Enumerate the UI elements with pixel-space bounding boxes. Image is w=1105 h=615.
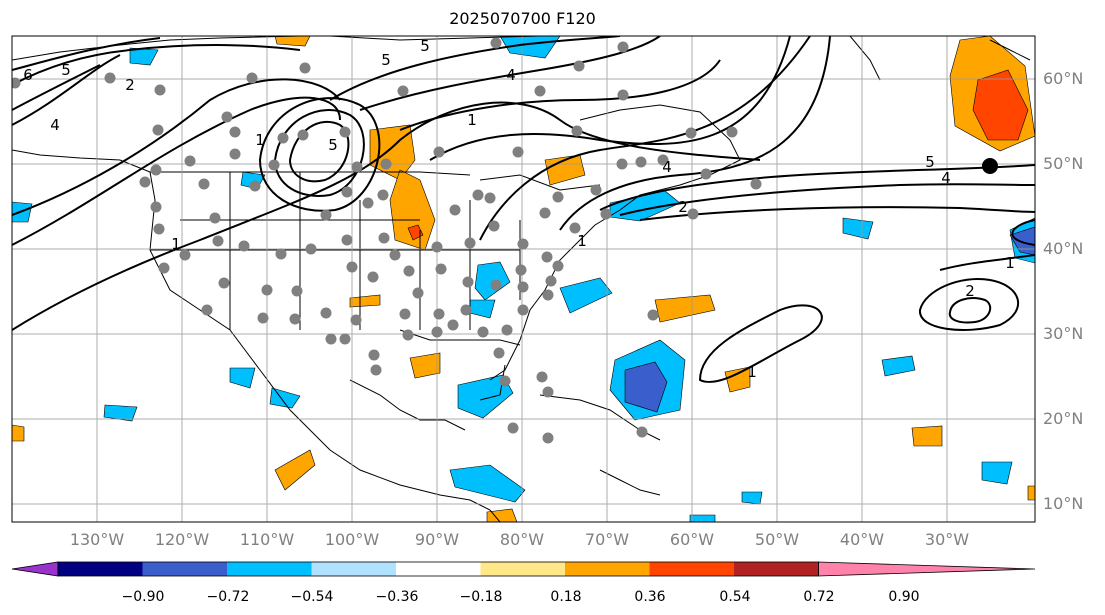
map-title: 2025070700 F120: [449, 9, 596, 28]
lat-label: 20°N: [1043, 409, 1083, 428]
colorbar-tick: −0.72: [207, 589, 250, 605]
contour-lines: [12, 36, 1035, 383]
colorbar-tick: 0.54: [719, 589, 750, 605]
contour-label: 5: [381, 51, 391, 69]
lon-label: 100°W: [325, 530, 380, 549]
contour-label: 1: [747, 363, 757, 381]
map-background: [12, 36, 1035, 522]
colorbar-extend-high: [818, 561, 1036, 577]
lon-label: 110°W: [240, 530, 295, 549]
contour-label: 1: [467, 111, 477, 129]
colorbar-tick: −0.18: [460, 589, 503, 605]
lat-label: 50°N: [1043, 154, 1083, 173]
contour-labels: 6 5 5 4 4 4 5 5 5 4 2 1 1 1 1 1 2 2 1: [23, 37, 1015, 381]
lat-label: 40°N: [1043, 239, 1083, 258]
station-markers: [12, 37, 762, 444]
lon-label: 60°W: [670, 530, 714, 549]
lon-label: 50°W: [755, 530, 799, 549]
contour-label: 5: [925, 153, 935, 171]
lon-label: 40°W: [840, 530, 884, 549]
colorbar-tick: 0.90: [888, 589, 919, 605]
lat-label: 10°N: [1043, 494, 1083, 513]
lon-label: 120°W: [155, 530, 210, 549]
contour-label: 1: [1005, 254, 1015, 272]
contour-label: 2: [965, 282, 975, 300]
latitude-labels: 60°N 50°N 40°N 30°N 20°N 10°N: [1043, 69, 1083, 513]
lon-label: 30°W: [925, 530, 969, 549]
contour-label: 4: [662, 158, 672, 176]
lat-label: 30°N: [1043, 324, 1083, 343]
lon-label: 90°W: [415, 530, 459, 549]
longitude-labels: 130°W 120°W 110°W 100°W 90°W 80°W 70°W 6…: [70, 530, 969, 549]
colorbar-frame: [57, 561, 819, 577]
colorbar-segment: [649, 562, 734, 576]
contour-label: 2: [125, 76, 135, 94]
colorbar-tick-labels: −0.90 −0.72 −0.54 −0.36 −0.18 0.18 0.36 …: [122, 589, 920, 605]
colorbar-tick: −0.54: [291, 589, 334, 605]
black-marker: [982, 158, 998, 174]
colorbar-tick: −0.36: [376, 589, 419, 605]
lon-label: 70°W: [585, 530, 629, 549]
lon-label: 130°W: [70, 530, 125, 549]
colorbar-tick: 0.18: [550, 589, 581, 605]
contour-label: 5: [328, 136, 338, 154]
graticule: [12, 36, 1035, 522]
lon-label: 80°W: [500, 530, 544, 549]
map-frame: [11, 35, 1036, 523]
colorbar-tick: 0.36: [634, 589, 665, 605]
colorbar-segment: [227, 562, 312, 576]
contour-label: 1: [255, 131, 265, 149]
colorbar-extend-low: [11, 561, 59, 577]
contour-label: 1: [577, 232, 587, 250]
colorbar-segment: [734, 562, 819, 576]
contour-label: 5: [61, 61, 71, 79]
colorbar-segment: [396, 562, 481, 576]
colorbar-segment: [58, 562, 143, 576]
contour-label: 4: [50, 116, 60, 134]
colorbar-tick: 0.72: [803, 589, 834, 605]
contour-label: 5: [420, 37, 430, 55]
contour-label: 4: [506, 66, 516, 84]
contour-label: 6: [23, 66, 33, 84]
coastlines: [12, 36, 1031, 522]
contour-label: 4: [941, 169, 951, 187]
colorbar-segment: [142, 562, 227, 576]
contour-label: 2: [678, 198, 688, 216]
colorbar: [11, 561, 1036, 577]
lat-label: 60°N: [1043, 69, 1083, 88]
colorbar-segment: [311, 562, 396, 576]
colorbar-tick: −0.90: [122, 589, 165, 605]
positive-anomaly-shading: [12, 36, 1035, 522]
colorbar-segment: [565, 562, 650, 576]
contour-label: 1: [171, 235, 181, 253]
colorbar-segment: [480, 562, 565, 576]
